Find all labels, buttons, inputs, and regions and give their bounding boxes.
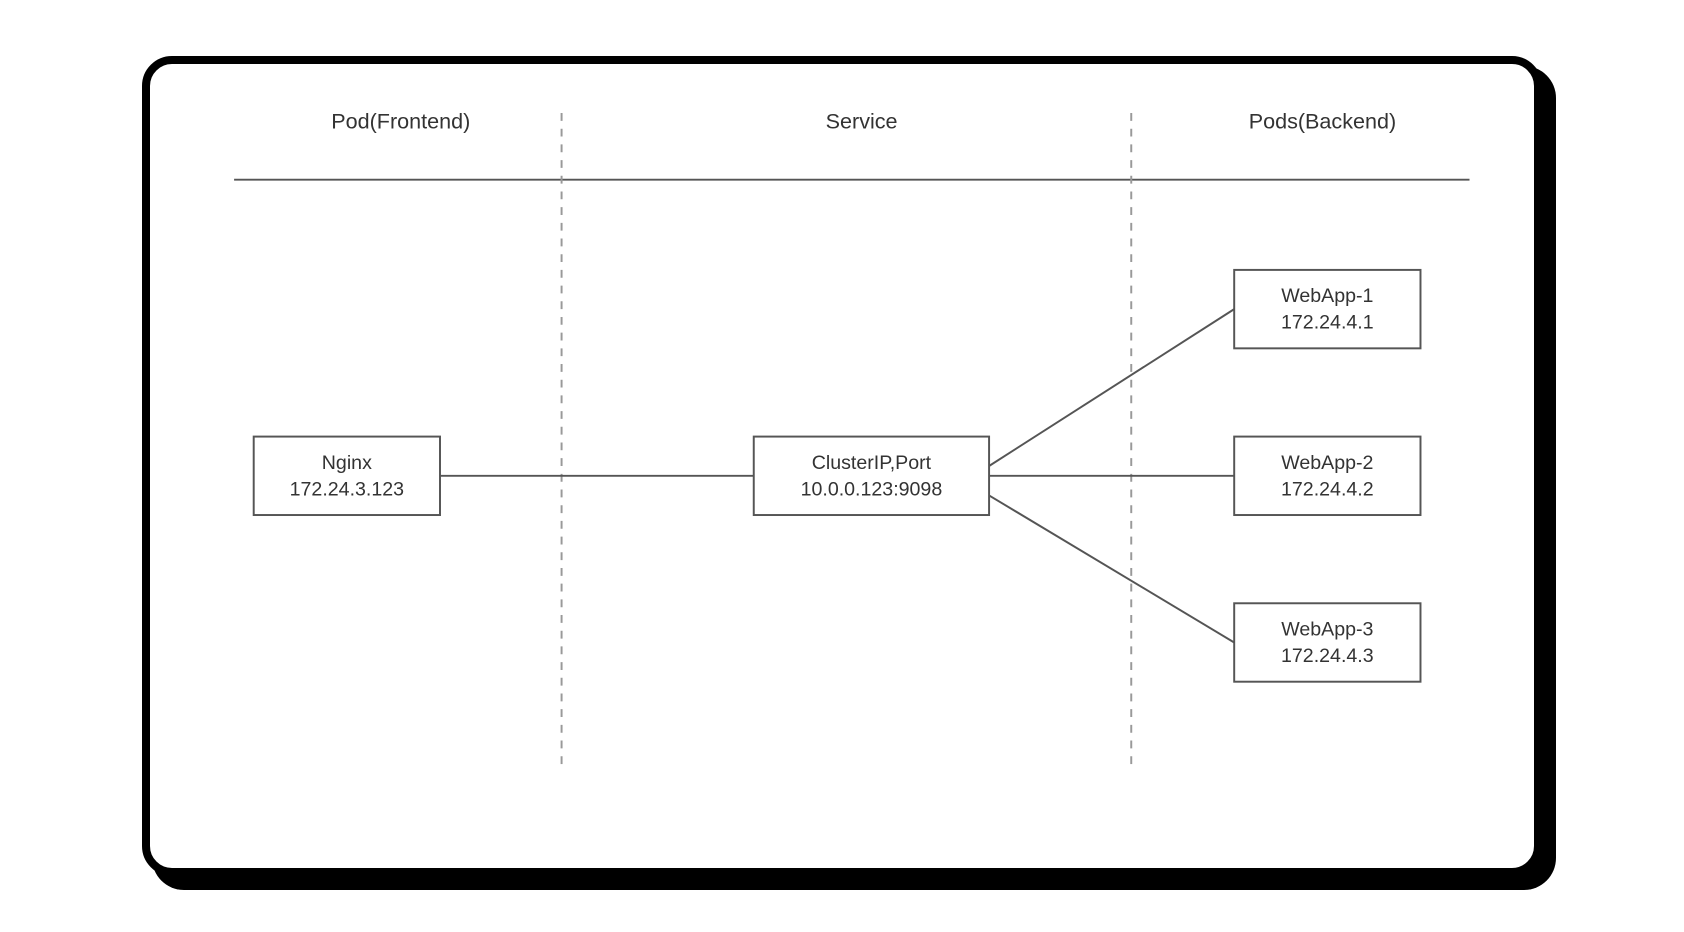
- node-service-ip: 10.0.0.123:9098: [801, 478, 943, 500]
- node-service: ClusterIP,Port 10.0.0.123:9098: [754, 437, 989, 515]
- diagram-frame: Pod(Frontend) Service Pods(Backend) Ngin…: [142, 56, 1542, 876]
- node-webapp2: WebApp-2 172.24.4.2: [1234, 437, 1420, 515]
- node-webapp1-ip: 172.24.4.1: [1281, 312, 1374, 334]
- node-webapp1-title: WebApp-1: [1281, 285, 1373, 307]
- node-webapp3-ip: 172.24.4.3: [1281, 645, 1374, 667]
- node-webapp2-title: WebApp-2: [1281, 452, 1373, 474]
- column-header-frontend: Pod(Frontend): [331, 109, 470, 134]
- node-nginx-ip: 172.24.3.123: [290, 478, 405, 500]
- node-nginx-title: Nginx: [322, 452, 372, 474]
- node-webapp3-title: WebApp-3: [1281, 619, 1373, 641]
- column-header-service: Service: [826, 109, 898, 134]
- node-webapp1: WebApp-1 172.24.4.1: [1234, 270, 1420, 348]
- diagram-canvas: Pod(Frontend) Service Pods(Backend) Ngin…: [150, 64, 1534, 868]
- column-header-backend: Pods(Backend): [1249, 109, 1396, 134]
- node-nginx: Nginx 172.24.3.123: [254, 437, 440, 515]
- edge-service-webapp1: [989, 309, 1234, 466]
- edge-service-webapp3: [989, 495, 1234, 642]
- node-webapp2-ip: 172.24.4.2: [1281, 478, 1374, 500]
- node-service-title: ClusterIP,Port: [812, 452, 932, 474]
- node-webapp3: WebApp-3 172.24.4.3: [1234, 603, 1420, 681]
